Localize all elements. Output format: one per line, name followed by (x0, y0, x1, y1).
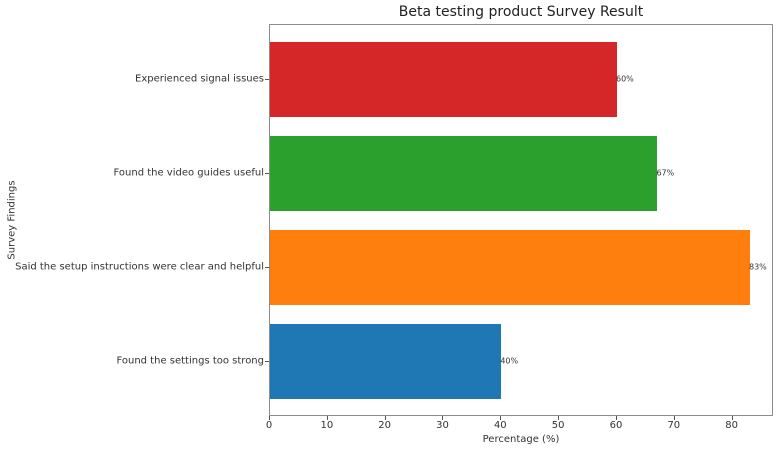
x-tick-mark (442, 416, 444, 420)
x-tick-label: 60 (609, 420, 623, 431)
y-tick-mark (265, 78, 269, 80)
y-tick-label: Experienced signal issues (135, 73, 264, 84)
x-tick-label: 10 (320, 420, 334, 431)
x-tick-mark (500, 416, 502, 420)
x-axis-label: Percentage (%) (482, 434, 560, 445)
x-tick-label: 50 (551, 420, 565, 431)
y-tick-label: Found the video guides useful (113, 167, 265, 178)
bar-1 (270, 324, 502, 399)
y-tick-mark (265, 360, 269, 362)
x-tick-mark (673, 416, 675, 420)
x-tick-mark (558, 416, 560, 420)
y-tick-mark (265, 266, 269, 268)
x-tick-label: 80 (725, 420, 739, 431)
y-tick-label: Found the settings too strong (116, 355, 264, 366)
bar-value-label: 83% (749, 262, 767, 271)
x-tick-mark (615, 416, 617, 420)
x-tick-label: 40 (493, 420, 507, 431)
bar-value-label: 60% (615, 74, 634, 83)
bar-2 (270, 230, 750, 305)
bar-4 (270, 42, 617, 117)
x-tick-mark (384, 416, 386, 420)
y-tick-label: Said the setup instructions were clear a… (15, 261, 264, 272)
x-tick-label: 20 (378, 420, 392, 431)
x-tick-mark (269, 416, 270, 420)
plot-area (269, 24, 773, 416)
y-axis-label: Survey Findings (6, 180, 18, 260)
x-tick-label: 70 (667, 420, 681, 431)
x-tick-label: 30 (436, 420, 449, 431)
bar-value-label: 40% (500, 356, 519, 365)
y-tick-mark (265, 172, 269, 174)
x-tick-label: 0 (265, 420, 273, 431)
x-tick-mark (731, 416, 733, 420)
bar-3 (270, 136, 658, 211)
chart-title: Beta testing product Survey Result (398, 4, 644, 20)
x-tick-mark (326, 416, 328, 420)
bar-value-label: 67% (656, 168, 675, 177)
